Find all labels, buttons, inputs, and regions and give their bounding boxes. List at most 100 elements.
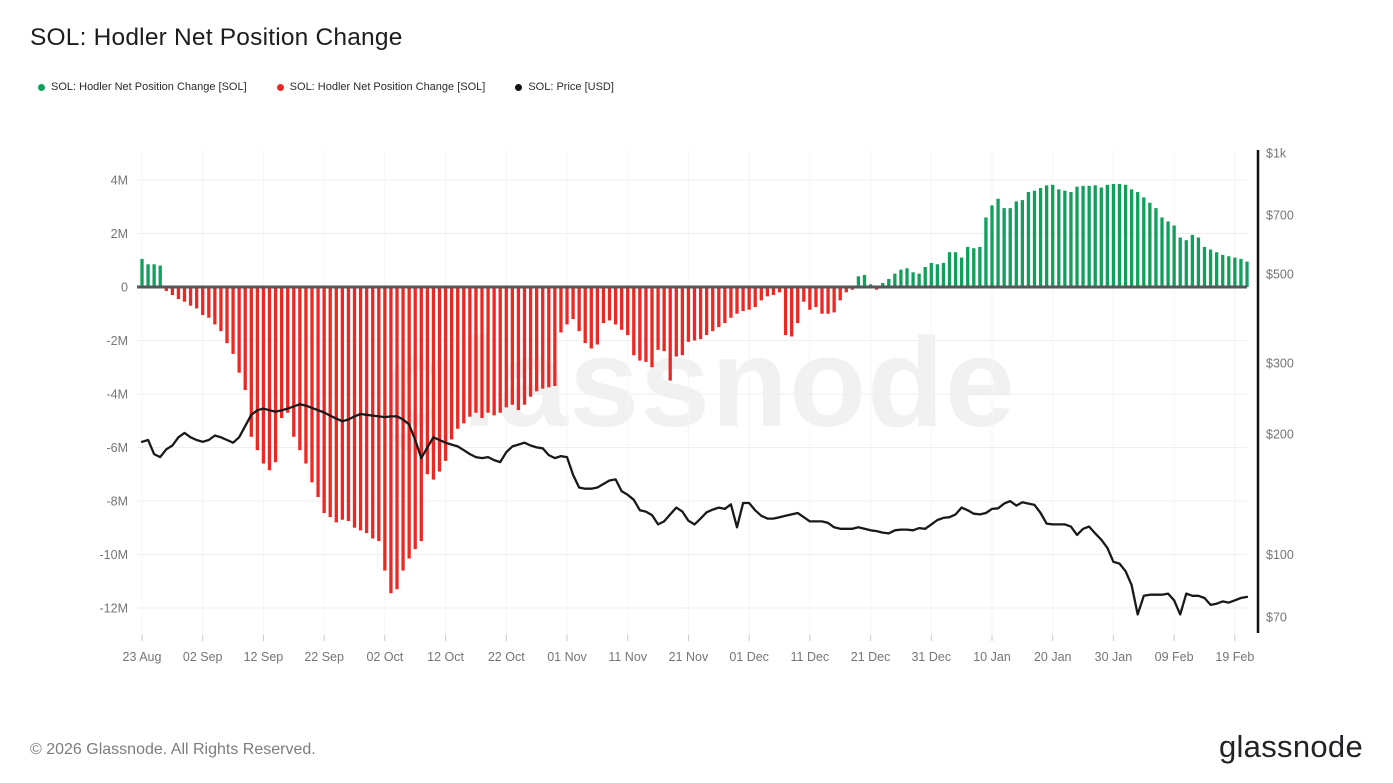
bar[interactable] <box>674 287 678 357</box>
bar[interactable] <box>1148 202 1152 287</box>
bar[interactable] <box>632 287 636 356</box>
bar[interactable] <box>698 287 703 340</box>
bar[interactable] <box>389 287 393 594</box>
bar[interactable] <box>346 287 351 522</box>
bar[interactable] <box>595 287 600 345</box>
bar[interactable] <box>577 287 581 332</box>
bar[interactable] <box>626 287 630 336</box>
bar[interactable] <box>201 287 205 316</box>
bar[interactable] <box>638 287 642 361</box>
bar[interactable] <box>1129 189 1134 287</box>
bar[interactable] <box>966 246 970 288</box>
bar[interactable] <box>862 274 867 287</box>
bar[interactable] <box>480 287 484 419</box>
bar[interactable] <box>984 217 988 287</box>
bar[interactable] <box>486 287 490 413</box>
bar[interactable] <box>1154 208 1158 287</box>
legend-item-hodler-npc-negative[interactable]: SOL: Hodler Net Position Change [SOL] <box>276 81 485 93</box>
bar[interactable] <box>765 287 770 297</box>
bar[interactable] <box>164 287 168 292</box>
bar[interactable] <box>881 282 885 287</box>
bar[interactable] <box>826 287 830 314</box>
bar[interactable] <box>462 287 466 424</box>
bar[interactable] <box>783 287 788 336</box>
bar[interactable] <box>207 287 211 318</box>
bar[interactable] <box>741 287 745 312</box>
chart-canvas[interactable]: 23 Aug 02 Sep 12 Sep 22 Sep 02 Oct 12 Oct 22 O… <box>0 0 1393 700</box>
bar[interactable] <box>893 273 897 288</box>
bar[interactable] <box>723 287 727 324</box>
bar[interactable] <box>176 287 181 300</box>
chart-area[interactable]: 23 Aug 02 Sep 12 Sep 22 Sep 02 Oct 12 Oct 22 O… <box>0 0 1393 700</box>
bar[interactable] <box>534 287 539 392</box>
bar[interactable] <box>231 287 235 354</box>
bar[interactable] <box>759 287 763 301</box>
bar[interactable] <box>941 262 946 287</box>
bar[interactable] <box>261 287 266 464</box>
bar[interactable] <box>1087 185 1091 287</box>
bar[interactable] <box>662 287 666 352</box>
bar[interactable] <box>796 287 800 324</box>
bar[interactable] <box>371 287 375 539</box>
bar[interactable] <box>267 287 272 471</box>
bar[interactable] <box>170 287 175 296</box>
bar[interactable] <box>358 287 363 531</box>
bar[interactable] <box>328 287 332 518</box>
bar[interactable] <box>1123 184 1128 287</box>
bar[interactable] <box>935 264 940 287</box>
bar[interactable] <box>1026 192 1031 287</box>
bar[interactable] <box>717 287 721 328</box>
bar[interactable] <box>917 273 921 288</box>
bar[interactable] <box>680 287 685 356</box>
bar[interactable] <box>510 287 515 405</box>
bar[interactable] <box>844 287 848 293</box>
bar[interactable] <box>1081 185 1085 287</box>
bar[interactable] <box>650 287 654 368</box>
bar[interactable] <box>832 287 836 313</box>
bar[interactable] <box>1166 221 1170 287</box>
bar[interactable] <box>395 287 399 590</box>
bar[interactable] <box>978 246 982 288</box>
bar[interactable] <box>1105 184 1110 287</box>
bar[interactable] <box>1142 197 1146 287</box>
bar[interactable] <box>1214 252 1219 287</box>
bar[interactable] <box>589 287 593 349</box>
bar[interactable] <box>613 287 618 325</box>
bar[interactable] <box>711 287 715 332</box>
bar[interactable] <box>972 248 976 287</box>
bar[interactable] <box>316 287 320 497</box>
bar[interactable] <box>747 287 751 310</box>
bar[interactable] <box>1051 184 1055 287</box>
bar[interactable] <box>322 287 326 514</box>
bar[interactable] <box>559 287 563 333</box>
bar[interactable] <box>304 287 308 464</box>
bar[interactable] <box>668 287 672 381</box>
bar[interactable] <box>1014 201 1018 287</box>
bar[interactable] <box>219 287 223 332</box>
bar[interactable] <box>437 287 442 472</box>
bar[interactable] <box>601 287 606 324</box>
bar[interactable] <box>310 287 314 483</box>
legend-item-price[interactable]: SOL: Price [USD] <box>515 81 614 93</box>
bar[interactable] <box>298 287 302 451</box>
bar[interactable] <box>401 287 405 571</box>
bar[interactable] <box>1044 185 1049 287</box>
bar[interactable] <box>1233 257 1237 287</box>
bar[interactable] <box>377 287 381 542</box>
bar[interactable] <box>996 198 1000 287</box>
bar[interactable] <box>571 287 575 320</box>
bar[interactable] <box>1190 234 1195 287</box>
bar[interactable] <box>419 287 423 542</box>
bar[interactable] <box>905 268 909 287</box>
bar[interactable] <box>959 257 964 287</box>
bar[interactable] <box>692 287 697 341</box>
bar[interactable] <box>528 287 533 397</box>
bar[interactable] <box>547 287 551 388</box>
bar[interactable] <box>565 287 569 325</box>
bar[interactable] <box>541 287 545 389</box>
bar[interactable] <box>887 278 891 288</box>
bar[interactable] <box>443 287 448 461</box>
bar[interactable] <box>279 287 284 419</box>
bar[interactable] <box>425 287 430 475</box>
bar[interactable] <box>729 287 733 318</box>
